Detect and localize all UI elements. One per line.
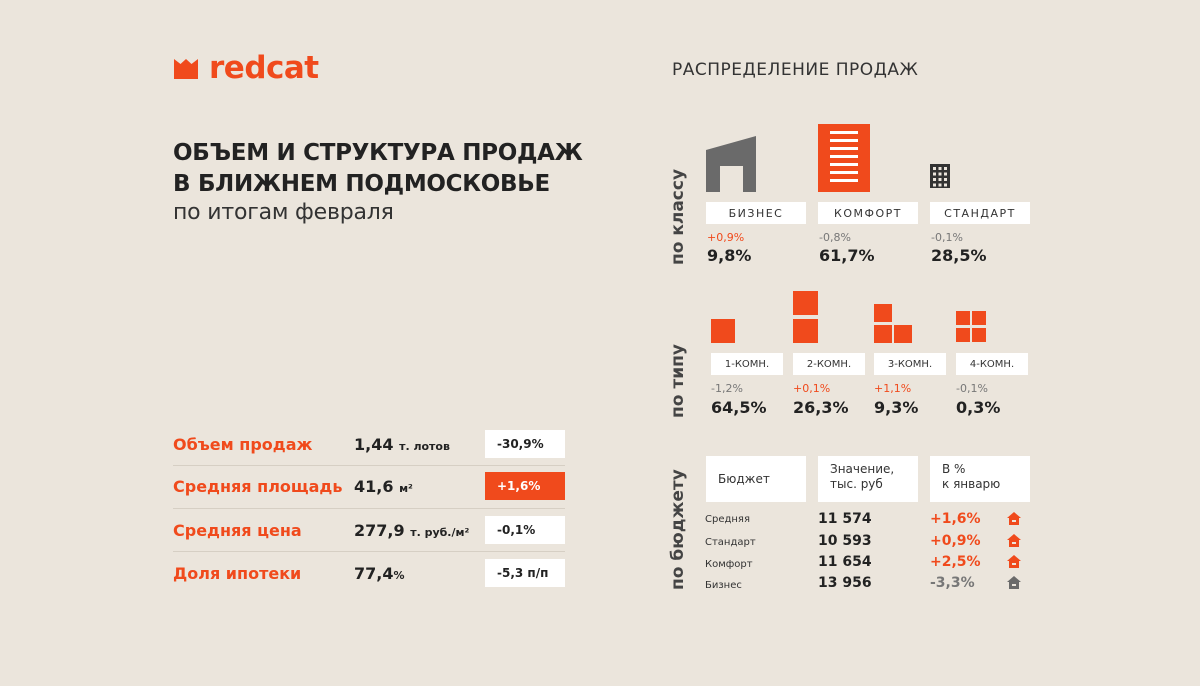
room-block — [874, 325, 892, 343]
standard-building-icon — [930, 164, 950, 188]
budget-row-change: +0,9% — [930, 533, 981, 549]
title-line-1: ОБЪЕМ И СТРУКТУРА ПРОДАЖ — [173, 140, 583, 166]
metric-change-badge: -0,1% — [485, 516, 565, 544]
room-block — [956, 328, 970, 342]
house-up-icon — [1007, 534, 1021, 547]
budget-row-name: Стандарт — [705, 537, 756, 548]
metric-value: 1,44 т. лотов — [354, 434, 450, 454]
class-label-comfort: КОМФОРТ — [818, 202, 918, 224]
type-delta-3: +1,1% — [874, 382, 912, 395]
metric-row-price: Средняя цена 277,9 т. руб./м² -0,1% — [173, 510, 565, 550]
by-type-label: по типу — [668, 344, 688, 418]
room-block — [874, 304, 892, 322]
house-down-icon — [1007, 576, 1021, 589]
budget-row-name: Средняя — [705, 514, 750, 525]
budget-row-value: 13 956 — [818, 575, 872, 591]
business-building-icon — [706, 136, 756, 192]
class-value-comfort: 61,7% — [819, 246, 875, 265]
distribution-title: РАСПРЕДЕЛЕНИЕ ПРОДАЖ — [672, 60, 919, 80]
metric-value: 277,9 т. руб./м² — [354, 520, 470, 540]
metric-label: Доля ипотеки — [173, 563, 302, 583]
budget-row-value: 11 654 — [818, 554, 872, 570]
budget-header-value: Значение, тыс. руб — [818, 456, 918, 502]
class-delta-business: +0,9% — [707, 231, 745, 244]
logo-text: redcat — [209, 50, 319, 86]
room-block — [972, 328, 986, 342]
type-delta-4: -0,1% — [956, 382, 988, 395]
house-up-icon — [1007, 555, 1021, 568]
room-block — [956, 311, 970, 325]
metric-divider — [173, 551, 565, 552]
comfort-building-icon — [818, 124, 870, 192]
budget-row-name: Комфорт — [705, 559, 753, 570]
class-value-standard: 28,5% — [931, 246, 987, 265]
budget-row-change: -3,3% — [930, 575, 975, 591]
room-block — [972, 311, 986, 325]
type-value-4: 0,3% — [956, 398, 1001, 417]
type-value-3: 9,3% — [874, 398, 919, 417]
type-label-1: 1-КОМН. — [711, 353, 783, 375]
metric-row-mortgage: Доля ипотеки 77,4% -5,3 п/п — [173, 553, 565, 593]
title-line-2: В БЛИЖНЕМ ПОДМОСКОВЬЕ — [173, 171, 550, 197]
budget-header-change: В % к январю — [930, 456, 1030, 502]
metric-change-badge: -5,3 п/п — [485, 559, 565, 587]
type-delta-1: -1,2% — [711, 382, 743, 395]
class-delta-comfort: -0,8% — [819, 231, 851, 244]
by-budget-label: по бюджету — [668, 469, 688, 590]
budget-row-change: +1,6% — [930, 511, 981, 527]
metric-label: Средняя площадь — [173, 476, 343, 496]
class-label-business: БИЗНЕС — [706, 202, 806, 224]
type-delta-2: +0,1% — [793, 382, 831, 395]
metric-divider — [173, 465, 565, 466]
type-label-3: 3-КОМН. — [874, 353, 946, 375]
type-value-1: 64,5% — [711, 398, 767, 417]
type-label-4: 4-КОМН. — [956, 353, 1028, 375]
room-block — [711, 319, 735, 343]
page-subtitle: по итогам февраля — [173, 200, 394, 225]
budget-header-name: Бюджет — [706, 456, 806, 502]
metric-change-badge: +1,6% — [485, 472, 565, 500]
by-class-label: по классу — [668, 168, 688, 265]
metric-value: 41,6 м² — [354, 476, 413, 496]
budget-row-value: 10 593 — [818, 533, 872, 549]
budget-row-value: 11 574 — [818, 511, 872, 527]
metric-value: 77,4% — [354, 563, 405, 583]
class-value-business: 9,8% — [707, 246, 752, 265]
class-delta-standard: -0,1% — [931, 231, 963, 244]
room-block — [793, 291, 818, 315]
type-label-2: 2-КОМН. — [793, 353, 865, 375]
room-block — [894, 325, 912, 343]
metric-change-badge: -30,9% — [485, 430, 565, 458]
room-block — [793, 319, 818, 343]
budget-row-change: +2,5% — [930, 554, 981, 570]
class-label-standard: СТАНДАРТ — [930, 202, 1030, 224]
type-value-2: 26,3% — [793, 398, 849, 417]
house-up-icon — [1007, 512, 1021, 525]
metric-row-volume: Объем продаж 1,44 т. лотов -30,9% — [173, 424, 565, 464]
metric-label: Объем продаж — [173, 434, 313, 454]
metric-divider — [173, 508, 565, 509]
metric-label: Средняя цена — [173, 520, 302, 540]
logo[interactable]: redcat — [173, 52, 319, 84]
metric-row-area: Средняя площадь 41,6 м² +1,6% — [173, 466, 565, 506]
page-title: ОБЪЕМ И СТРУКТУРА ПРОДАЖ В БЛИЖНЕМ ПОДМО… — [173, 138, 583, 200]
redcat-logo-icon — [174, 59, 198, 79]
budget-row-name: Бизнес — [705, 580, 742, 591]
